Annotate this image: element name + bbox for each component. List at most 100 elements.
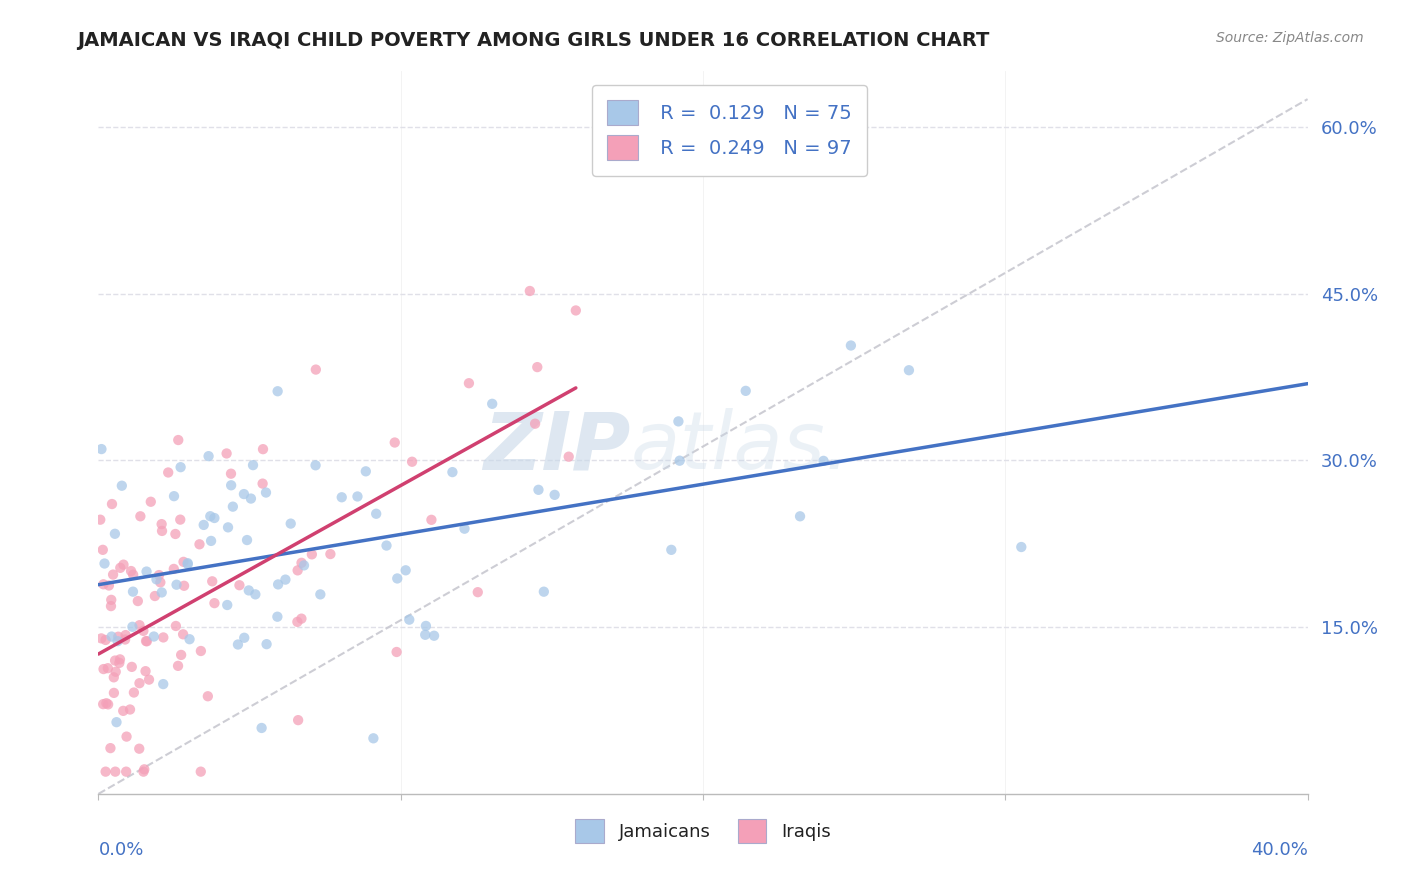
Text: Source: ZipAtlas.com: Source: ZipAtlas.com bbox=[1216, 31, 1364, 45]
Point bbox=[204, 596, 226, 610]
Point bbox=[96, 696, 118, 710]
Point bbox=[122, 567, 145, 582]
Point bbox=[267, 577, 290, 591]
Point bbox=[215, 446, 238, 460]
Point bbox=[135, 664, 157, 678]
Point bbox=[458, 376, 481, 391]
Point bbox=[398, 613, 420, 627]
Point bbox=[107, 634, 129, 648]
Point bbox=[114, 632, 136, 647]
Point bbox=[217, 520, 239, 534]
Point bbox=[167, 433, 190, 447]
Point bbox=[104, 654, 127, 668]
Point bbox=[93, 662, 115, 676]
Point bbox=[112, 558, 135, 572]
Point bbox=[104, 665, 127, 679]
Point bbox=[100, 599, 122, 613]
Point bbox=[115, 764, 138, 779]
Point bbox=[143, 589, 166, 603]
Point bbox=[167, 658, 190, 673]
Point bbox=[114, 628, 136, 642]
Point bbox=[197, 449, 219, 463]
Point bbox=[557, 450, 579, 464]
Point bbox=[233, 631, 256, 645]
Point bbox=[565, 303, 588, 318]
Point bbox=[375, 539, 398, 553]
Legend: Jamaicans, Iraqis: Jamaicans, Iraqis bbox=[568, 813, 838, 850]
Point bbox=[97, 578, 120, 592]
Point bbox=[132, 624, 155, 638]
Point bbox=[202, 511, 225, 525]
Point bbox=[139, 495, 162, 509]
Point bbox=[103, 686, 125, 700]
Point bbox=[145, 573, 167, 587]
Point bbox=[190, 764, 212, 779]
Point bbox=[118, 702, 141, 716]
Point bbox=[384, 435, 406, 450]
Point bbox=[839, 338, 862, 352]
Point bbox=[330, 490, 353, 504]
Point bbox=[110, 561, 132, 575]
Point bbox=[173, 555, 195, 569]
Point bbox=[193, 517, 215, 532]
Point bbox=[135, 634, 157, 648]
Point bbox=[423, 629, 446, 643]
Point bbox=[533, 584, 555, 599]
Point bbox=[897, 363, 920, 377]
Point bbox=[385, 645, 408, 659]
Point bbox=[266, 609, 288, 624]
Point bbox=[266, 384, 288, 399]
Point bbox=[100, 592, 122, 607]
Point bbox=[90, 442, 112, 456]
Text: atlas.: atlas. bbox=[630, 408, 851, 486]
Point bbox=[659, 542, 682, 557]
Point bbox=[481, 397, 503, 411]
Text: 0.0%: 0.0% bbox=[98, 841, 143, 859]
Point bbox=[127, 594, 149, 608]
Point bbox=[526, 360, 548, 375]
Point bbox=[319, 547, 342, 561]
Point bbox=[103, 670, 125, 684]
Point bbox=[134, 762, 156, 776]
Point bbox=[179, 632, 201, 647]
Point bbox=[232, 487, 254, 501]
Point bbox=[138, 673, 160, 687]
Point bbox=[519, 284, 541, 298]
Point bbox=[93, 557, 115, 571]
Point bbox=[395, 563, 418, 577]
Point bbox=[813, 454, 835, 468]
Point bbox=[111, 479, 134, 493]
Point bbox=[415, 619, 437, 633]
Point bbox=[115, 730, 138, 744]
Point bbox=[274, 573, 297, 587]
Point bbox=[177, 556, 200, 570]
Point bbox=[135, 565, 157, 579]
Point bbox=[170, 648, 193, 662]
Point bbox=[132, 764, 155, 779]
Point bbox=[152, 677, 174, 691]
Point bbox=[245, 587, 267, 601]
Point bbox=[287, 563, 309, 577]
Point bbox=[252, 476, 274, 491]
Point bbox=[121, 660, 143, 674]
Point bbox=[228, 578, 250, 592]
Point bbox=[108, 652, 131, 666]
Point bbox=[104, 526, 127, 541]
Point bbox=[527, 483, 550, 497]
Point bbox=[238, 583, 260, 598]
Point bbox=[290, 612, 312, 626]
Point bbox=[401, 455, 423, 469]
Point bbox=[169, 460, 191, 475]
Point bbox=[413, 628, 436, 642]
Point bbox=[222, 500, 245, 514]
Point bbox=[128, 741, 150, 756]
Point bbox=[150, 585, 173, 599]
Point bbox=[94, 632, 117, 647]
Point bbox=[150, 517, 173, 532]
Point bbox=[100, 741, 122, 756]
Point bbox=[280, 516, 302, 531]
Point bbox=[363, 731, 385, 746]
Point bbox=[150, 524, 173, 538]
Point bbox=[107, 630, 129, 644]
Point bbox=[453, 522, 475, 536]
